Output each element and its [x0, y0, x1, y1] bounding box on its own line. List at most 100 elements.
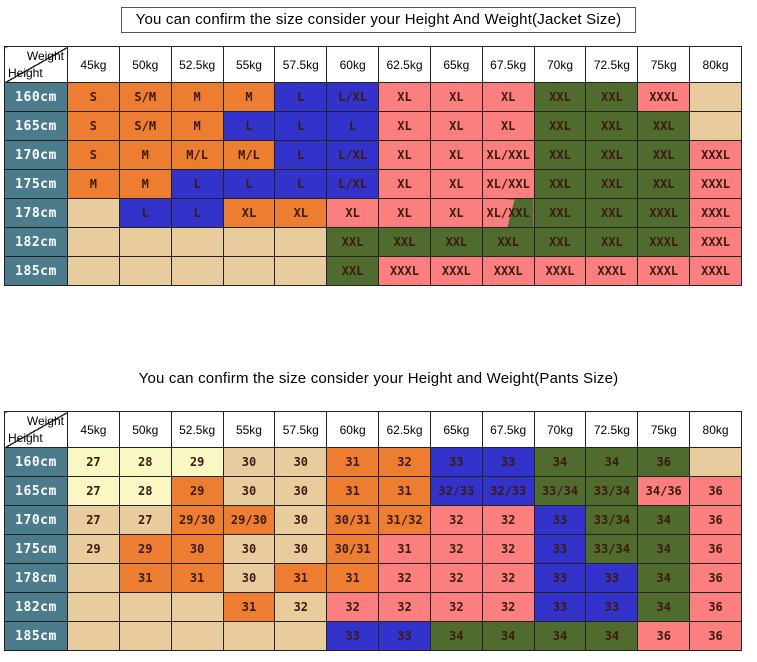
- size-cell: 33/34: [533, 476, 587, 506]
- size-cell: XL: [429, 198, 483, 228]
- size-cell: 30: [274, 534, 328, 564]
- size-cell: 33/34: [585, 476, 639, 506]
- size-cell: L: [326, 111, 380, 141]
- weight-header: 60kg: [326, 46, 380, 83]
- table-row: 170cm 27 27 29/30 29/30 30 30/31 31/32 32 32 33 33/…: [4, 505, 742, 535]
- height-header: 170cm: [4, 140, 68, 170]
- corner-cell: Weight Height: [4, 411, 68, 448]
- size-cell: 31: [170, 563, 224, 593]
- size-cell: XXL: [585, 140, 639, 170]
- table-row: 182cm 31 32 32 32 32 32 33 33 34 36: [4, 592, 742, 622]
- size-cell: 30: [170, 534, 224, 564]
- size-cell: XL: [274, 198, 328, 228]
- size-cell: XXXL: [689, 256, 742, 286]
- weight-header: 55kg: [222, 46, 276, 83]
- weight-header-row: Weight Height 45kg 50kg 52.5kg 55kg 57.5kg 60kg…: [4, 411, 742, 448]
- size-cell: 32: [274, 592, 328, 622]
- height-header: 160cm: [4, 447, 68, 477]
- height-header: 165cm: [4, 111, 68, 141]
- size-cell: 31: [326, 447, 380, 477]
- size-cell: 32: [378, 592, 431, 622]
- table-row: 160cm 27 28 29 30 30 31 32 33 33 34 34 36: [4, 447, 742, 477]
- corner-height-label: Height: [8, 431, 43, 445]
- size-cell: 32: [429, 563, 483, 593]
- weight-header: 70kg: [533, 46, 587, 83]
- size-cell: XXL: [533, 111, 587, 141]
- size-cell: [118, 592, 172, 622]
- table-row: 175cm M M L L L L/XL XL XL XL/XXL XXL XXL XXL XXXL: [4, 169, 742, 199]
- size-cell: M: [170, 111, 224, 141]
- size-cell: [67, 621, 120, 651]
- size-cell: M: [170, 82, 224, 112]
- size-cell: 28: [118, 447, 172, 477]
- size-cell: [274, 227, 328, 257]
- size-cell: 36: [689, 505, 742, 535]
- corner-height-label: Height: [8, 66, 43, 80]
- size-cell: 32: [481, 592, 535, 622]
- size-cell: 33: [533, 592, 587, 622]
- size-cell: XL: [378, 198, 431, 228]
- size-cell: 30: [222, 563, 276, 593]
- size-cell: S: [67, 111, 120, 141]
- size-cell: M: [67, 169, 120, 199]
- size-cell: 33: [585, 592, 639, 622]
- size-cell: XL: [378, 82, 431, 112]
- size-cell: 30: [274, 476, 328, 506]
- size-cell: 33/34: [585, 505, 639, 535]
- weight-header: 57.5kg: [274, 46, 328, 83]
- size-cell: [67, 592, 120, 622]
- weight-header: 52.5kg: [170, 411, 224, 448]
- size-cell: 33: [481, 447, 535, 477]
- size-cell: XL: [378, 169, 431, 199]
- weight-header: 75kg: [637, 411, 691, 448]
- size-cell: XXXL: [429, 256, 483, 286]
- size-cell: XXL: [533, 140, 587, 170]
- size-cell: [118, 256, 172, 286]
- size-cell: 36: [689, 563, 742, 593]
- size-cell: [689, 447, 742, 477]
- size-cell: L: [118, 198, 172, 228]
- size-cell: 29: [170, 476, 224, 506]
- size-cell: XXL: [637, 140, 691, 170]
- size-cell: 33: [533, 563, 587, 593]
- size-cell: 31/32: [378, 505, 431, 535]
- size-cell: XXL: [585, 198, 639, 228]
- size-cell: [222, 621, 276, 651]
- size-cell: 32: [481, 505, 535, 535]
- size-cell: S/M: [118, 111, 172, 141]
- size-cell: 29: [67, 534, 120, 564]
- size-cell: L: [222, 111, 276, 141]
- size-cell: 30: [222, 447, 276, 477]
- size-cell: M/L: [222, 140, 276, 170]
- size-cell: XXL: [637, 111, 691, 141]
- table-row: 165cm 27 28 29 30 30 31 31 32/33 32/33 33/34 33/34 3…: [4, 476, 742, 506]
- size-cell: [67, 256, 120, 286]
- size-cell: XXL: [326, 227, 380, 257]
- size-cell: 36: [689, 621, 742, 651]
- size-cell: [170, 592, 224, 622]
- size-cell: XL: [481, 111, 535, 141]
- size-cell: 33: [533, 534, 587, 564]
- weight-header: 62.5kg: [378, 46, 431, 83]
- size-cell: XL: [429, 140, 483, 170]
- size-cell: XXL: [585, 169, 639, 199]
- size-cell: 30/31: [326, 505, 380, 535]
- size-cell: 30: [274, 505, 328, 535]
- jacket-chart-title: You can confirm the size consider your H…: [120, 7, 637, 33]
- size-cell: 29: [170, 447, 224, 477]
- weight-header: 52.5kg: [170, 46, 224, 83]
- size-cell: XXL: [378, 227, 431, 257]
- size-cell: XXL: [481, 227, 535, 257]
- size-cell: [170, 227, 224, 257]
- size-cell: [689, 111, 742, 141]
- jacket-size-table: Weight Height 45kg 50kg 52.5kg 55kg 57.5kg 60kg…: [4, 46, 742, 286]
- size-cell: XL: [326, 198, 380, 228]
- size-cell: XXL: [585, 82, 639, 112]
- size-cell: 30: [222, 534, 276, 564]
- size-cell: 31: [378, 476, 431, 506]
- size-cell: [222, 256, 276, 286]
- size-cell: L: [222, 169, 276, 199]
- weight-header: 50kg: [118, 411, 172, 448]
- size-cell: XL/XXL: [481, 198, 535, 228]
